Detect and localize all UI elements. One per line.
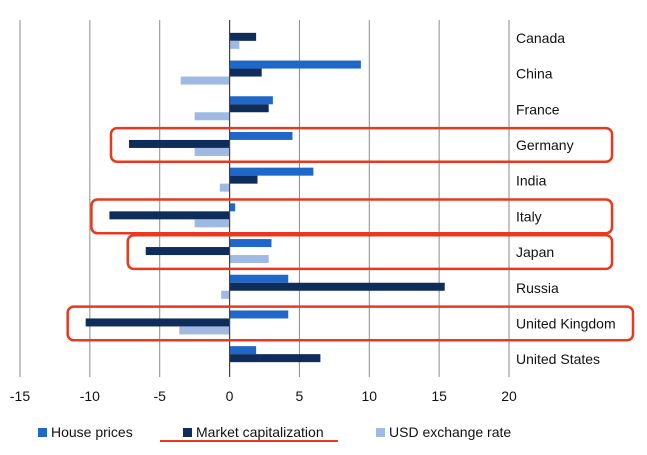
legend-highlight-underline — [160, 440, 338, 442]
category-label-united-states: United States — [516, 351, 600, 367]
bar-house-prices-italy — [229, 203, 236, 212]
bar-house-prices-united-states — [229, 346, 257, 355]
bar-market-capitalization-united-states — [229, 354, 321, 363]
bar-house-prices-united-kingdom — [229, 310, 289, 319]
bar-usd-exchange-rate-japan — [229, 255, 269, 264]
x-tick-label: 15 — [431, 388, 447, 404]
legend-label-house-prices: House prices — [51, 424, 133, 440]
category-label-france: France — [516, 101, 560, 117]
bar-house-prices-india — [229, 167, 314, 176]
category-label-china: China — [516, 66, 553, 82]
legend-swatch-market-capitalization — [183, 427, 192, 437]
bar-chart: Canada China France Germany India Italy Japan R… — [10, 20, 635, 404]
bar-market-capitalization-france — [229, 104, 269, 113]
legend: House prices Market capitalization USD e… — [0, 421, 647, 445]
bar-usd-exchange-rate-united-kingdom — [179, 326, 230, 335]
bar-usd-exchange-rate-russia — [221, 290, 230, 299]
bar-usd-exchange-rate-canada — [229, 40, 240, 49]
highlight-box-germany — [109, 126, 614, 164]
bars — [85, 32, 445, 363]
category-labels: Canada China France Germany India Italy Japan R… — [516, 30, 616, 367]
x-tick-labels: -15 -10 -5 0 5 10 15 20 — [10, 388, 517, 404]
legend-item-market-capitalization: Market capitalization — [183, 421, 324, 443]
x-tick-label: -5 — [153, 388, 166, 404]
x-tick-label: 20 — [501, 388, 517, 404]
bar-usd-exchange-rate-germany — [194, 147, 230, 156]
highlight-box-united-kingdom — [66, 305, 635, 342]
x-tick-label: -10 — [80, 388, 100, 404]
category-label-germany: Germany — [516, 137, 574, 153]
bar-market-capitalization-japan — [145, 247, 230, 256]
legend-swatch-house-prices — [38, 427, 47, 437]
category-label-russia: Russia — [516, 280, 559, 296]
x-tick-label: 10 — [361, 388, 377, 404]
bar-house-prices-japan — [229, 239, 272, 248]
bar-market-capitalization-china — [229, 68, 262, 77]
x-tick-label: -15 — [10, 388, 30, 404]
legend-item-usd-exchange-rate: USD exchange rate — [376, 421, 511, 443]
bar-usd-exchange-rate-china — [180, 76, 230, 85]
category-label-italy: Italy — [516, 208, 542, 224]
bar-house-prices-china — [229, 60, 361, 69]
legend-item-house-prices: House prices — [38, 421, 133, 443]
highlight-box-japan — [126, 233, 614, 271]
bar-market-capitalization-united-kingdom — [85, 318, 230, 327]
bar-usd-exchange-rate-italy — [194, 219, 230, 228]
bar-house-prices-germany — [229, 131, 293, 140]
bar-market-capitalization-russia — [229, 282, 445, 291]
bar-house-prices-france — [229, 96, 273, 105]
highlight-boxes — [66, 126, 635, 342]
bar-market-capitalization-germany — [128, 139, 230, 148]
bar-market-capitalization-italy — [109, 211, 230, 220]
bar-market-capitalization-india — [229, 175, 258, 184]
legend-label-market-capitalization: Market capitalization — [196, 424, 324, 440]
category-label-united-kingdom: United Kingdom — [516, 315, 616, 331]
highlight-box-italy — [90, 198, 614, 235]
legend-swatch-usd-exchange-rate — [376, 427, 385, 437]
category-label-india: India — [516, 173, 547, 189]
bar-house-prices-russia — [229, 274, 289, 283]
category-label-japan: Japan — [516, 244, 554, 260]
bar-usd-exchange-rate-india — [219, 183, 230, 192]
x-tick-label: 5 — [296, 388, 304, 404]
category-label-canada: Canada — [516, 30, 565, 46]
bar-usd-exchange-rate-france — [194, 112, 230, 121]
bar-market-capitalization-canada — [229, 32, 257, 41]
x-tick-label: 0 — [226, 388, 234, 404]
legend-label-usd-exchange-rate: USD exchange rate — [389, 424, 512, 440]
